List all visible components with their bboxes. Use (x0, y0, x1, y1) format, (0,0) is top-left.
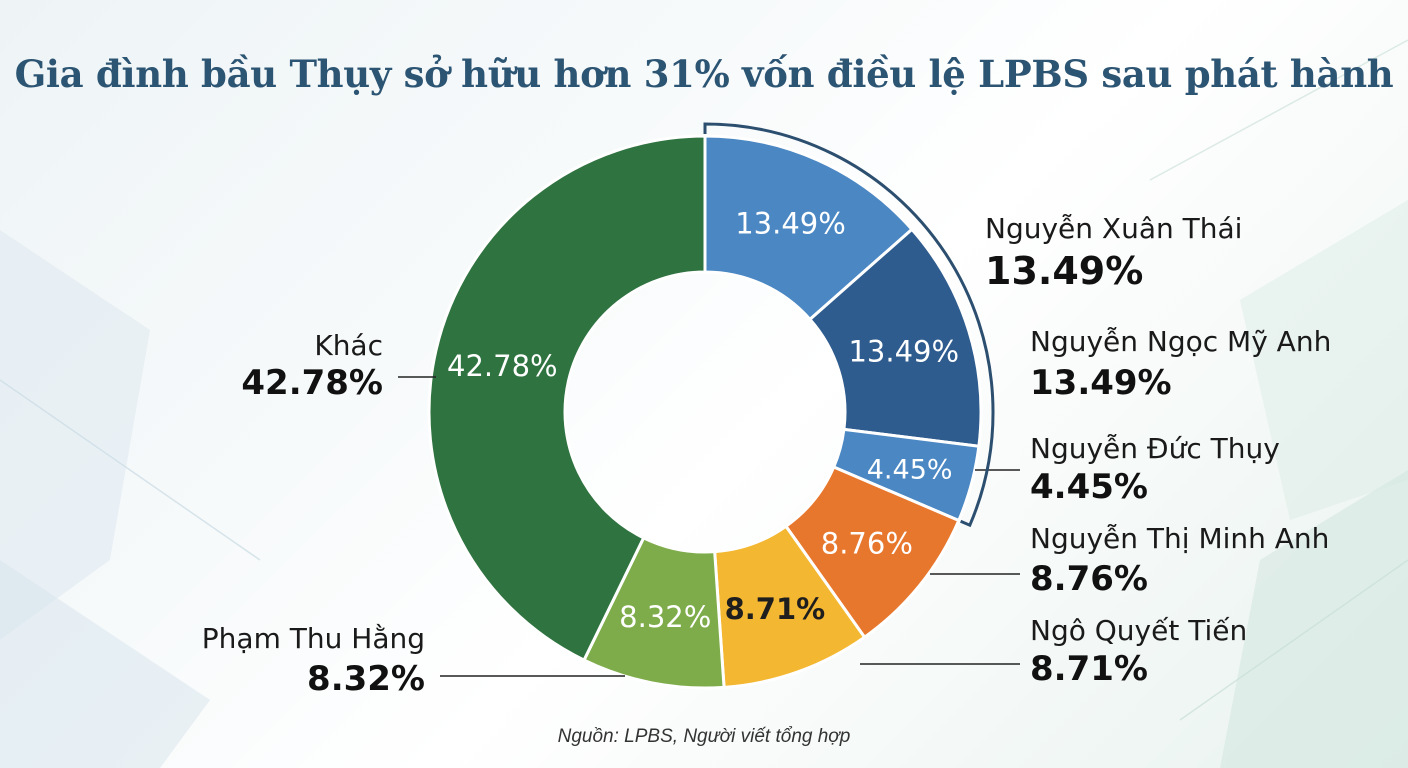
slice-value-label: 8.71% (725, 592, 826, 626)
legend-value: 8.32% (307, 659, 425, 699)
legend-value: 13.49% (1030, 363, 1172, 403)
legend-name: Khác (314, 329, 383, 362)
legend-value: 8.71% (1030, 649, 1148, 689)
legend-value: 42.78% (241, 363, 383, 403)
legend-value: 4.45% (1030, 467, 1148, 507)
slice-value-label: 4.45% (867, 454, 953, 485)
legend-name: Phạm Thu Hằng (202, 622, 425, 655)
chart-title: Gia đình bầu Thụy sở hữu hơn 31% vốn điề… (14, 52, 1394, 96)
legend-value: 8.76% (1030, 559, 1148, 599)
slice-value-label: 8.32% (619, 600, 711, 634)
slice-value-label: 42.78% (447, 349, 558, 383)
source-note: Nguồn: LPBS, Người viết tổng hợp (557, 726, 851, 747)
slice-khac (427, 134, 707, 663)
legend-name: Nguyễn Thị Minh Anh (1030, 522, 1329, 555)
slice-value-label: 13.49% (735, 206, 846, 240)
legend-value: 13.49% (985, 249, 1143, 293)
slice-value-label: 8.76% (821, 527, 913, 561)
legend-name: Nguyễn Đức Thụy (1030, 432, 1280, 465)
family-bracket (703, 122, 995, 528)
legend-name: Nguyễn Ngọc Mỹ Anh (1030, 325, 1331, 358)
legend-name: Nguyễn Xuân Thái (985, 212, 1242, 245)
slice-value-label: 13.49% (848, 335, 959, 369)
legend-name: Ngô Quyết Tiến (1030, 614, 1247, 647)
